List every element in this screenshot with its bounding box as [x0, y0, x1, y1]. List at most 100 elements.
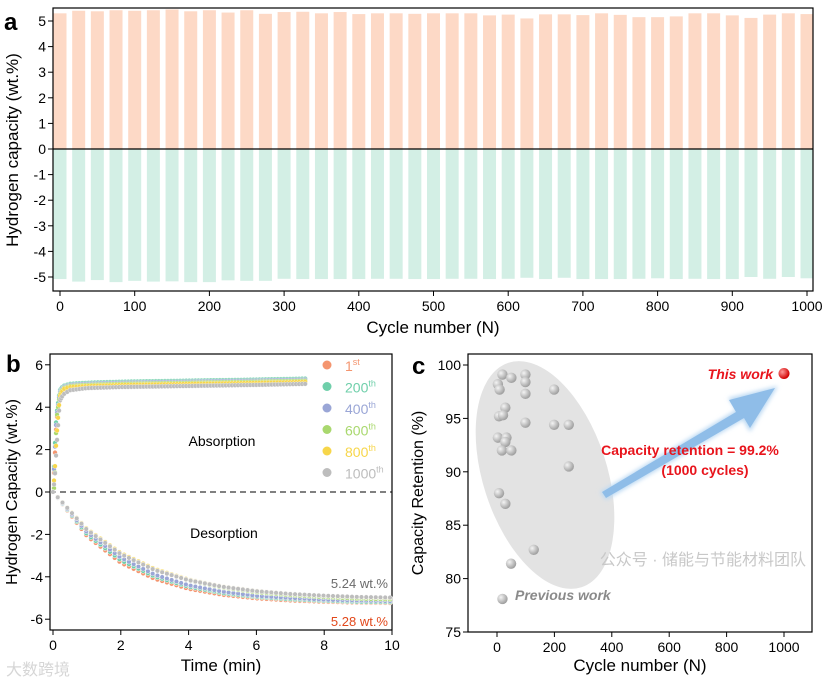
absorption-bar [146, 10, 160, 149]
previous-work-point [520, 417, 531, 428]
absorption-bar [296, 11, 310, 150]
legend-label: 600th [345, 422, 376, 439]
desorption-bar [165, 149, 179, 282]
absorption-bar [53, 13, 67, 149]
absorption-bar [744, 17, 758, 150]
previous-work-point [548, 419, 560, 431]
desorption-point [320, 593, 327, 599]
previous-work-point [505, 558, 517, 569]
desorption-point [207, 586, 213, 592]
absorption-bar [184, 11, 198, 149]
desorption-bar [202, 149, 216, 283]
desorption-point [154, 568, 160, 574]
x-tick-label: 4 [185, 637, 193, 653]
legend-marker [322, 425, 332, 434]
absorption-bar [707, 13, 721, 149]
desorption-point [150, 566, 156, 572]
desorption-point [202, 580, 208, 586]
curves [50, 376, 393, 606]
desorption-point [344, 593, 350, 600]
absorption-bar [576, 15, 590, 149]
absorption-bar [427, 13, 440, 149]
desorption-point [74, 515, 80, 521]
y-tick-label: 100 [438, 357, 462, 373]
absorption-point [53, 453, 59, 458]
bars [53, 9, 814, 283]
legend-marker [322, 360, 332, 370]
desorption-point [150, 571, 156, 577]
desorption-point [178, 580, 184, 586]
desorption-bar [613, 149, 627, 280]
x-tick-label: 6 [253, 637, 261, 653]
absorption-bar [277, 12, 291, 150]
desorption-point [102, 540, 108, 546]
absorption-bar [90, 11, 104, 149]
y-tick-label: 80 [445, 571, 461, 587]
desorption-point [126, 555, 132, 561]
absorption-bar [725, 15, 739, 150]
absorption-bar [240, 10, 254, 149]
x-axis-label: Cycle number (N) [366, 318, 499, 337]
series-800th [50, 379, 393, 601]
y-tick-label: -5 [34, 269, 47, 285]
desorption-point [121, 553, 127, 559]
legend-item-800th: 800th [322, 443, 376, 460]
desorption-point [164, 575, 170, 582]
this-work-point [778, 368, 790, 380]
x-tick-label: 1000 [791, 298, 822, 314]
desorption-point [368, 594, 374, 600]
legend-label: 1000th [345, 465, 384, 482]
desorption-point [339, 593, 346, 599]
watermark-right: 公众号 · 储能与节能材料团队 [600, 551, 806, 569]
absorption-point [54, 437, 60, 443]
desorption-point [145, 568, 151, 574]
y-tick-label: 90 [445, 464, 461, 480]
desorption-bar [389, 149, 403, 279]
desorption-bar [483, 149, 497, 280]
desorption-bar [408, 149, 422, 280]
series-400th [50, 377, 393, 604]
desorption-bar [72, 149, 86, 282]
x-tick-label: 100 [123, 298, 147, 314]
desorption-point [377, 594, 384, 600]
previous-work-point [563, 419, 574, 431]
panel-a: a 0 100 200 300 400 500 600 700 800 900 1000 -5 -4 -3… [3, 7, 823, 337]
legend-number: 600 [345, 423, 369, 439]
absorption-bar [72, 10, 86, 150]
legend-suffix: th [368, 422, 376, 432]
desorption-bar [427, 149, 440, 280]
y-tick-label: 6 [35, 357, 43, 373]
desorption-point [358, 594, 365, 600]
desorption-bar [146, 149, 160, 282]
absorption-bar [651, 17, 665, 149]
desorption-point [188, 583, 194, 589]
previous-work-point [497, 409, 509, 421]
desorption-point [259, 589, 265, 595]
absorption-point [52, 463, 58, 469]
previous-work-point [528, 544, 539, 555]
desorption-point [169, 572, 175, 578]
legend-marker [322, 468, 332, 477]
desorption-point [240, 586, 246, 592]
absorption-bar [669, 16, 683, 150]
absorption-point [56, 408, 62, 414]
desorption-bar [314, 149, 328, 280]
desorption-bar [725, 149, 739, 280]
absorption-bar [408, 13, 422, 149]
value-1000th: 5.24 wt.% [331, 576, 389, 591]
desorption-point [230, 585, 236, 591]
absorption-bar [389, 13, 403, 149]
desorption-point [349, 594, 355, 600]
desorption-point [330, 593, 336, 599]
desorption-point [50, 489, 56, 495]
previous-work-point [520, 369, 531, 380]
y-tick-label: 2 [35, 442, 43, 458]
desorption-point [325, 593, 331, 599]
y-tick-label: -1 [34, 167, 47, 183]
desorption-bar [520, 149, 534, 278]
y-tick-label: 75 [445, 624, 461, 640]
x-tick-label: 200 [198, 298, 222, 314]
absorption-bar [128, 10, 142, 150]
